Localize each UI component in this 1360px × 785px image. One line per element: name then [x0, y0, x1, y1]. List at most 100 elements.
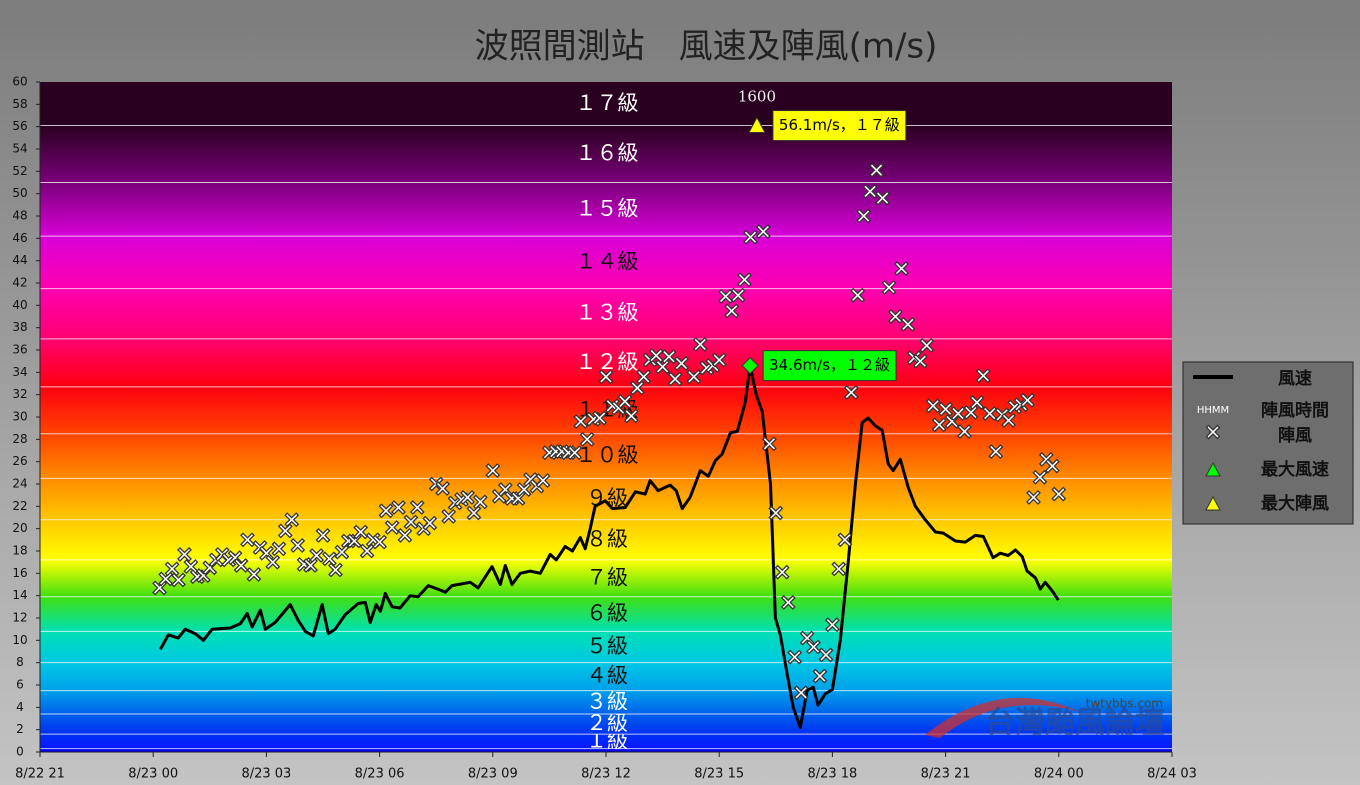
gust-point [912, 353, 928, 369]
gust-point [623, 408, 639, 424]
gust-point [485, 463, 501, 479]
gust-point [265, 554, 281, 570]
gust-point [869, 162, 884, 178]
level-label: １０級 [576, 443, 639, 467]
y-tick-label: 10 [12, 633, 27, 647]
wind-line [159, 364, 1060, 729]
y-tick-label: 48 [12, 209, 27, 223]
gust-point [328, 562, 343, 578]
gust-point [472, 494, 488, 510]
max-label-box [762, 350, 897, 382]
level-band [40, 82, 1172, 126]
legend-label: 最大陣風 [1261, 493, 1329, 514]
gust-point [573, 414, 589, 429]
bands: １級２級３級４級５級６級７級８級９級１０級１１級１２級１３級１４級１５級１６級１… [40, 82, 1172, 752]
level-band [40, 288, 1172, 339]
max-gust-marker [748, 116, 766, 134]
gust-point [711, 352, 727, 368]
x-tick-label: 8/22 21 [15, 767, 65, 782]
y-tick-label: 24 [12, 477, 27, 491]
gust-point [831, 561, 847, 577]
level-band [40, 433, 1172, 479]
x-tick-label: 8/23 21 [921, 767, 971, 782]
legend-label: 陣風 [1278, 425, 1312, 446]
gust-point [391, 500, 406, 515]
gust-point [378, 503, 394, 519]
y-tick-label: 36 [12, 343, 27, 357]
legend-label: 最大風速 [1261, 459, 1329, 480]
level-label: １５級 [576, 196, 639, 220]
gust-point [246, 567, 262, 582]
x-tick-label: 8/23 06 [355, 767, 405, 782]
y-tick-label: 8 [16, 655, 24, 669]
y-tick-label: 16 [12, 566, 27, 580]
gust-point [793, 685, 809, 701]
x-tick-label: 8/24 00 [1034, 767, 1084, 782]
gust-point [441, 508, 457, 524]
max-label: 56.1m/s，１７級 [779, 116, 900, 134]
x-tick-label: 8/23 09 [468, 767, 518, 782]
gust-point [535, 473, 551, 489]
gust-point [372, 534, 388, 550]
x-tick-label: 8/23 00 [128, 767, 178, 782]
gust-point [277, 523, 293, 539]
gust-point [963, 405, 979, 420]
level-band [40, 714, 1172, 735]
level-band [40, 559, 1172, 597]
level-label: １４級 [576, 249, 639, 273]
gust-point [284, 512, 300, 528]
gust-point [900, 316, 916, 332]
y-tick-label: 6 [16, 678, 24, 692]
y-tick-label: 54 [12, 142, 27, 156]
level-band [40, 662, 1172, 691]
gust-point [724, 303, 740, 319]
gust-point [397, 527, 413, 543]
y-tick-label: 58 [12, 97, 27, 111]
level-label: ９級 [586, 486, 628, 510]
gust-point [737, 272, 752, 288]
y-tick-label: 50 [12, 186, 27, 200]
level-band [40, 734, 1172, 749]
y-tick-label: 22 [12, 499, 27, 513]
gust-point [812, 668, 828, 684]
level-label: ７級 [586, 565, 628, 589]
y-tick-label: 44 [12, 253, 27, 267]
level-band [40, 478, 1172, 520]
gust-point [303, 558, 318, 573]
y-tick-label: 12 [12, 611, 27, 625]
gust-point [686, 369, 702, 385]
gust-point [850, 287, 866, 303]
y-tick-label: 26 [12, 454, 27, 468]
gust-point [636, 369, 652, 385]
gust-point [403, 514, 419, 530]
level-label: ２級 [586, 711, 628, 735]
x-tick-label: 8/23 18 [807, 767, 857, 782]
gust-point [435, 481, 451, 496]
x-tick-label: 8/23 12 [581, 767, 631, 782]
level-band [40, 596, 1172, 632]
y-tick-label: 18 [12, 544, 27, 558]
y-tick-label: 2 [16, 722, 24, 736]
level-label: ８級 [586, 527, 628, 551]
y-tick-label: 4 [16, 700, 24, 714]
gust-point [919, 338, 935, 353]
level-label: ６級 [586, 601, 628, 625]
gust-point [409, 500, 425, 515]
gust-point [661, 349, 677, 365]
y-tick-label: 0 [16, 745, 24, 759]
gust-point [837, 532, 853, 548]
gust-point [290, 537, 306, 553]
max-label-box [772, 110, 907, 142]
gust-point [171, 572, 186, 588]
watermark-name: 台灣颱風論壇 [985, 706, 1165, 741]
gust-point [674, 355, 689, 371]
max-gust-time: 1600 [738, 88, 776, 106]
legend-time-symbol: HHMM [1197, 405, 1229, 416]
gust-point [422, 515, 438, 531]
level-label: １３級 [576, 301, 639, 325]
legend-gust-symbol [1205, 424, 1221, 440]
gust-point [743, 229, 758, 245]
gust-point [592, 410, 608, 426]
level-band [40, 631, 1172, 663]
